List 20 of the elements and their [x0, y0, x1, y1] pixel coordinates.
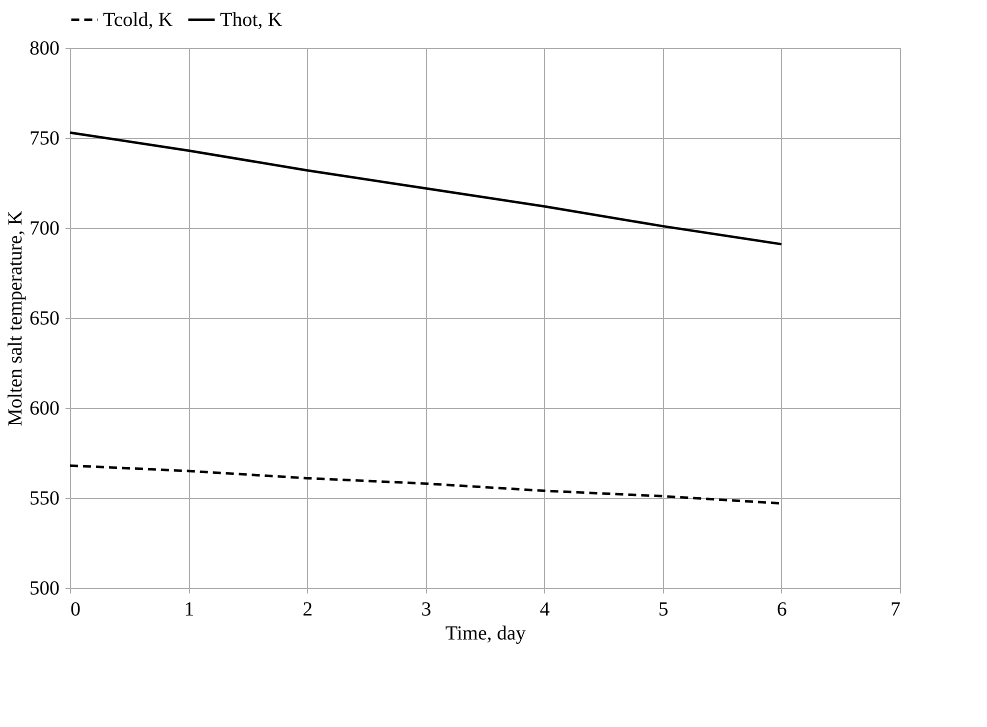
- x-axis-title: Time, day: [445, 622, 526, 644]
- y-tick-label: 700: [30, 218, 60, 240]
- legend-label: Thot, K: [220, 8, 283, 31]
- y-tick-label: 750: [30, 128, 60, 150]
- y-tick-label: 500: [30, 578, 60, 600]
- x-tick-label: 7: [890, 598, 900, 620]
- y-tick-label: 650: [30, 308, 60, 330]
- x-tick-label: 3: [421, 598, 432, 620]
- x-tick-label: 1: [184, 598, 194, 620]
- y-axis-title: Molten salt temperature, K: [4, 210, 26, 426]
- x-tick-label: 6: [776, 598, 787, 620]
- y-tick-label: 800: [30, 38, 60, 60]
- line-series: [68, 131, 783, 246]
- y-tick-label: 600: [30, 398, 60, 420]
- x-tick-label: 0: [70, 598, 80, 620]
- legend-label: Tcold, K: [103, 8, 174, 31]
- y-tick-label: 550: [30, 488, 60, 510]
- x-tick-label: 2: [302, 598, 313, 620]
- x-tick-label: 4: [540, 598, 550, 620]
- x-tick-label: 5: [658, 598, 668, 620]
